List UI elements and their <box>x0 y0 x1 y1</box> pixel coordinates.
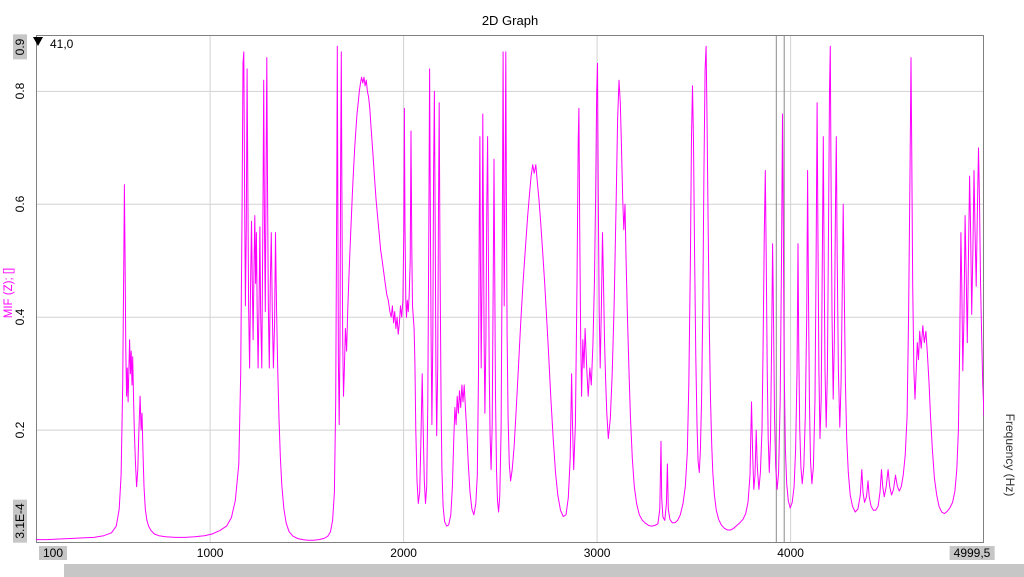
y-tick-label: 0.6 <box>13 195 27 213</box>
x-tick-label: 2000 <box>390 546 417 560</box>
cursor-marker-icon[interactable] <box>33 37 43 46</box>
plot-border <box>36 35 984 543</box>
y-tick-label: 0.8 <box>13 83 27 100</box>
y-tick-label[interactable]: 0.9 <box>13 34 27 60</box>
x-tick-label: 4000 <box>777 546 804 560</box>
x-tick-label[interactable]: 100 <box>38 546 68 560</box>
y-tick-label: 0.2 <box>13 421 27 439</box>
x-tick-label[interactable]: 4999,5 <box>949 546 995 560</box>
x-tick-label: 1000 <box>196 546 224 560</box>
mif-curve <box>36 45 984 541</box>
x-axis-label: Frequency (Hz) <box>1003 413 1017 497</box>
chart-title: 2D Graph <box>481 13 539 28</box>
bottom-scrollbar[interactable] <box>64 564 1024 577</box>
cursor-readout: 41,0 <box>50 37 74 51</box>
y-tick-label[interactable]: 3.1E-4 <box>13 499 27 543</box>
y-tick-label: 0.4 <box>13 308 27 326</box>
x-tick-label: 3000 <box>583 546 611 560</box>
plot-area[interactable] <box>36 35 984 543</box>
